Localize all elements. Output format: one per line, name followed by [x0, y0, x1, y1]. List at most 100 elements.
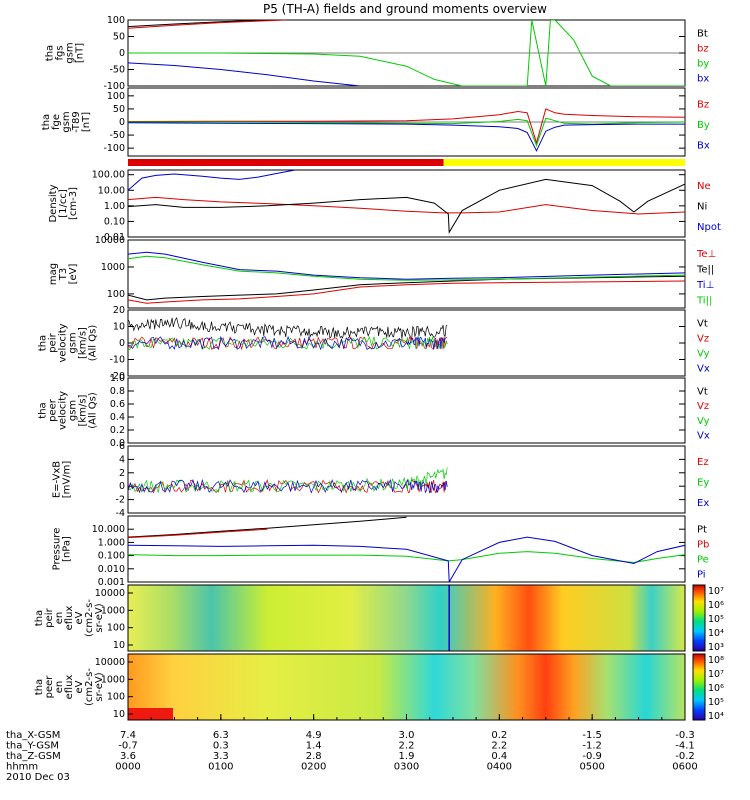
- ephemeris-value: -0.7: [118, 741, 138, 752]
- ephemeris-row-label: tha_Z-GSM: [6, 751, 61, 762]
- legend-entry: Vx: [697, 364, 710, 375]
- series-group: [128, 170, 685, 234]
- y-tick-label: 100: [107, 692, 125, 703]
- y-tick-label: 10000: [95, 235, 125, 246]
- ephemeris-value: 0400: [487, 762, 512, 773]
- legend-entry: Pe: [697, 555, 709, 566]
- y-axis-label: en: [54, 681, 65, 694]
- series-line-By: [128, 117, 685, 147]
- legend-entry: Pi: [697, 570, 706, 581]
- y-axis-label: tha: [45, 45, 56, 61]
- y-tick-label: 1.000: [98, 537, 125, 548]
- y-axis-label: eV: [74, 680, 85, 693]
- series-line-Pt: [128, 516, 407, 538]
- panel-temperature: 10000 1000 100 Te⊥ Te|| Ti⊥ Ti|| mag T3 [eV]: [48, 235, 716, 309]
- y-axis-label: (cm2-s-: [84, 599, 95, 637]
- panel-fgs: 100 50 0 -50 -100 Bt bz by bx tha fgs gsm [nT]: [45, 15, 710, 92]
- series-line-Bz: [128, 108, 685, 145]
- legend-entry: bx: [697, 74, 709, 85]
- y-axis-label: mag: [48, 263, 59, 285]
- y-tick-label: 0: [119, 481, 125, 492]
- series-line-Pe: [128, 551, 685, 564]
- colorbar-label: 10⁶: [708, 683, 724, 694]
- ephemeris-value: 6.3: [213, 730, 229, 741]
- ephemeris-value: 2.2: [491, 741, 507, 752]
- y-axis-label: tha: [34, 679, 45, 695]
- y-tick-label: -50: [109, 130, 125, 141]
- series-line-Ey: [128, 467, 448, 494]
- y-tick-label: 0: [119, 48, 125, 59]
- legend-entry: By: [697, 120, 710, 131]
- panel-frame: [127, 515, 686, 583]
- y-axis-label: tha: [34, 610, 45, 626]
- y-tick-label: 0.100: [98, 551, 125, 562]
- colorbar-label: 10⁷: [708, 586, 724, 597]
- series-line-Ne: [128, 196, 685, 215]
- legend-entry: Vz: [697, 334, 709, 345]
- y-axis-label: E=-VxB: [52, 461, 63, 498]
- panel-frame: [127, 584, 686, 652]
- series-group: [128, 108, 685, 152]
- y-tick-label: 10.000: [92, 524, 125, 535]
- y-tick-label: 50: [113, 104, 125, 115]
- y-axis-label: [nT]: [81, 112, 92, 132]
- ephemeris-value: 0200: [301, 762, 326, 773]
- panel-fge: 100 50 0 -50 -100 Bz By Bx tha fge gsm -T89 [nT]: [41, 87, 710, 166]
- colorbar-label: 10⁸: [708, 655, 724, 666]
- y-axis-label: eflux: [64, 606, 75, 631]
- y-axis-label: [km/s]: [78, 394, 89, 426]
- legend-entry: Te||: [696, 264, 714, 275]
- legend-entry: Pb: [697, 540, 709, 551]
- series-line-Ex: [128, 478, 448, 494]
- heatmap-fill: [128, 654, 685, 720]
- y-tick-label: 100.00: [92, 170, 125, 181]
- ephemeris-value: -1.2: [582, 741, 602, 752]
- y-tick-label: 0: [119, 338, 125, 349]
- y-axis-label: [nT]: [75, 43, 86, 63]
- y-axis-label: tha: [41, 114, 52, 130]
- panel-peer-en-eflux: 10000 1000 100 10 10⁸ 10⁷ 10⁶ 10⁵ 10⁴ tha peer en ef…: [34, 653, 724, 722]
- y-tick-label: 100: [107, 91, 125, 102]
- series-group: [128, 20, 685, 86]
- series-line-Pb: [128, 528, 268, 539]
- x-axis-ephemeris: tha_X-GSM 7.4 6.3 4.9 3.0 0.2 -1.5 -0.3 tha_Y-GS…: [6, 714, 698, 783]
- y-axis-label: -T89: [71, 111, 82, 133]
- y-axis-label: peer: [48, 398, 59, 422]
- ephemeris-value: -1.5: [582, 730, 602, 741]
- legend-entry: by: [697, 59, 709, 70]
- y-tick-label: 0: [119, 117, 125, 128]
- series-line-Ti⊥: [128, 251, 685, 280]
- ephemeris-row-label: tha_Y-GSM: [6, 741, 59, 752]
- ephemeris-value: 3.6: [120, 751, 136, 762]
- y-axis-label: [mV/m]: [62, 461, 73, 499]
- panel-pressure: 10.000 1.000 0.100 0.010 0.001 Pt Pb Pe Pi Pressu…: [52, 515, 709, 588]
- series-line-Ti||: [128, 255, 685, 281]
- y-tick-label: 10: [113, 709, 125, 720]
- series-line-bz: [128, 20, 286, 29]
- y-axis-label: peir: [48, 332, 59, 352]
- legend-entry: Vy: [697, 416, 710, 427]
- colorbar-label: 10⁵: [708, 697, 724, 708]
- colorbar-label: 10⁵: [708, 614, 724, 625]
- ephemeris-value: 0100: [208, 762, 233, 773]
- y-axis-label: Density: [48, 184, 59, 222]
- y-tick-label: -2: [116, 495, 125, 506]
- ephemeris-value: -4.1: [675, 741, 695, 752]
- legend-entry: Vt: [697, 319, 708, 330]
- y-axis-label: tha: [38, 402, 49, 418]
- legend-entry: Vz: [697, 401, 709, 412]
- series-line-Pi: [128, 536, 685, 582]
- colorbar-label: 10³: [708, 642, 724, 653]
- y-axis-label: [1/cc]: [58, 189, 69, 218]
- panel-density: 100.00 10.00 1.00 0.10 0.01 Ne Ni Npot Density [1…: [48, 169, 721, 243]
- y-axis-label: sr-eV): [94, 672, 105, 701]
- panel-peer-velocity: 1.0 0.8 0.6 0.4 0.2 0.0 Vt Vz Vy Vx tha peer velocit…: [38, 373, 710, 449]
- ephemeris-value: -0.9: [582, 751, 602, 762]
- y-axis-label: gsm: [61, 111, 72, 132]
- y-tick-label: 10: [113, 640, 125, 651]
- y-tick-label: 1000: [101, 262, 125, 273]
- series-line-bx: [128, 62, 361, 86]
- y-axis-label: (All Qs): [88, 392, 99, 429]
